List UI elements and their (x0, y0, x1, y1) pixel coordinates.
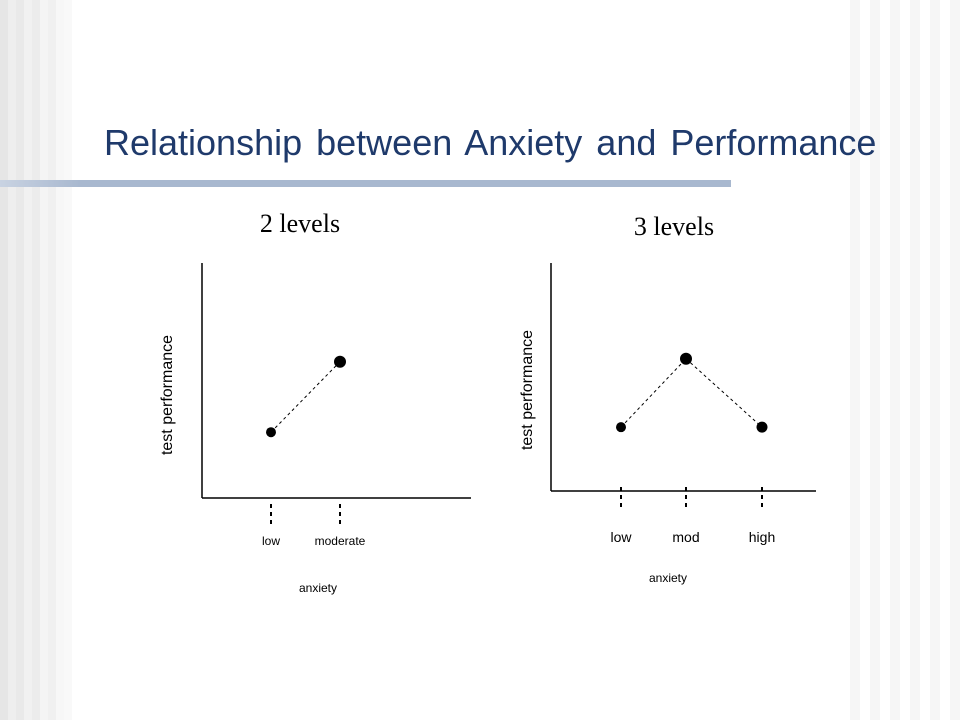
y-axis-label: test performance (159, 335, 176, 455)
series-line-segment (685, 358, 763, 428)
series-line-segment (270, 361, 341, 433)
chart-three-levels: 3 levels test performance low mod high anxiet… (519, 212, 816, 585)
data-point (334, 355, 346, 368)
data-point (266, 427, 276, 438)
data-point (756, 421, 768, 433)
x-tick-label: mod (672, 529, 699, 545)
x-axis-label: anxiety (649, 571, 687, 585)
title-underline (0, 180, 731, 187)
chart-title: 3 levels (634, 212, 714, 241)
data-point (616, 422, 626, 433)
series-line-segment (620, 358, 687, 428)
title-underline-shade (0, 180, 80, 187)
x-tick-label: high (749, 529, 775, 545)
x-tick-label: low (262, 534, 280, 548)
x-axis-label: anxiety (299, 581, 337, 595)
slide-background-right (840, 0, 960, 720)
x-tick-label: low (610, 529, 632, 545)
slide-title: Relationship between Anxiety and Perform… (104, 122, 877, 163)
x-tick-label: moderate (315, 534, 366, 548)
chart-title: 2 levels (260, 209, 340, 238)
y-axis-label: test performance (519, 330, 536, 450)
chart-two-levels: 2 levels test performance low moderate anxie… (159, 209, 471, 595)
data-point (680, 352, 692, 365)
